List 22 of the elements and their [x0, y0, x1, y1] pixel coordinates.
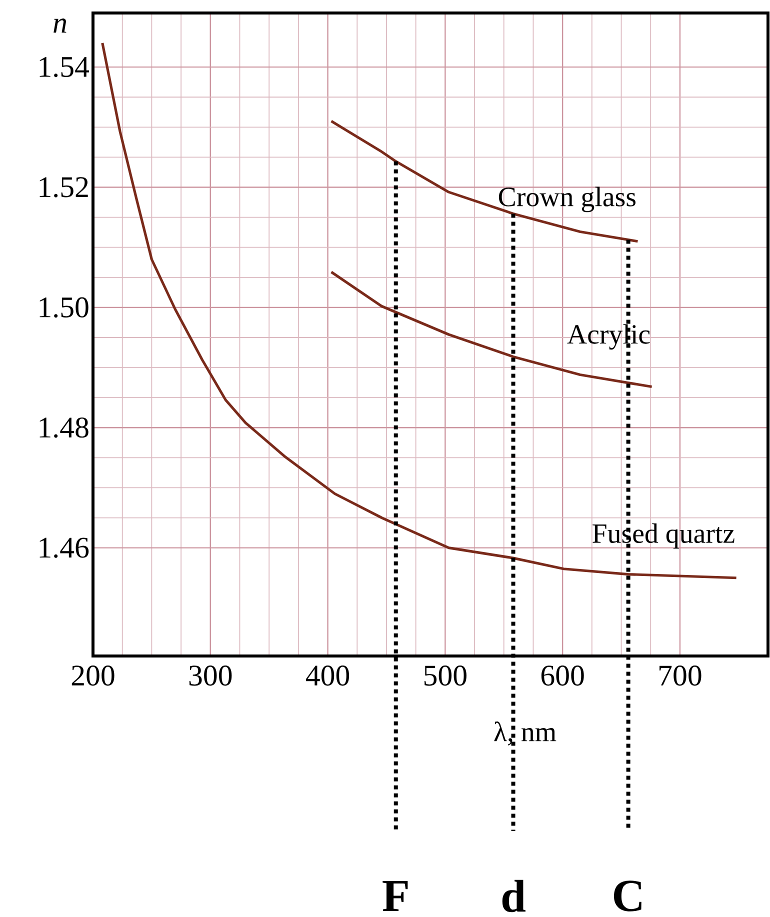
x-tick-label: 400 [306, 666, 350, 686]
series-label: Fused quartz [592, 523, 734, 549]
ref-line-label: d [502, 880, 526, 912]
series-label: Crown glass [498, 186, 636, 212]
line-series [101, 42, 738, 580]
y-tick-label: 1.54 [40, 56, 90, 78]
x-tick-label: 700 [660, 666, 702, 686]
series-label: Acrylic [567, 324, 650, 350]
x-tick-label: 600 [541, 666, 584, 686]
line-series [330, 270, 654, 388]
y-tick-label: 1.52 [40, 177, 88, 198]
x-tick-label: 300 [189, 666, 232, 686]
ref-line-label: F [382, 881, 408, 912]
x-tick-label: 500 [424, 666, 466, 686]
y-axis-title: n [54, 18, 66, 33]
line-series [330, 120, 640, 243]
y-tick-label: 1.46 [40, 538, 89, 558]
ref-line-label: C [614, 880, 642, 912]
x-axis-title: λ, nm [494, 722, 556, 746]
y-tick-label: 1.48 [40, 417, 88, 438]
y-tick-label: 1.50 [40, 297, 88, 318]
x-tick-label: 200 [72, 666, 114, 686]
